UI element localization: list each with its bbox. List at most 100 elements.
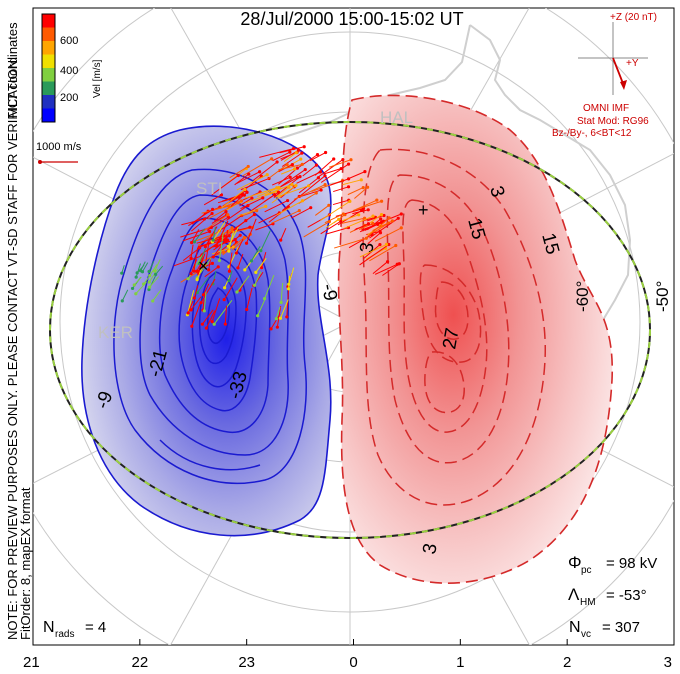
velocity-vector xyxy=(245,190,278,204)
velocity-vector xyxy=(359,243,387,258)
velocity-vector xyxy=(194,228,205,243)
velocity-vector xyxy=(224,274,231,288)
velocity-vector xyxy=(276,200,303,216)
vector-origin xyxy=(359,178,363,182)
velocity-vector xyxy=(303,221,330,238)
vector-origin xyxy=(300,162,304,166)
colorbar-segment xyxy=(42,41,55,55)
velocity-vector xyxy=(270,210,300,224)
lambda-hm-symbol: Λ xyxy=(568,585,580,604)
colorbar-segment xyxy=(42,108,55,123)
velocity-vector xyxy=(260,230,271,251)
velocity-vector xyxy=(230,191,248,207)
colorbar-tick-400: 400 xyxy=(60,65,78,77)
velocity-vector xyxy=(271,185,297,204)
velocity-vector xyxy=(135,281,147,295)
colorbar-tick-600: 600 xyxy=(60,35,78,47)
velocity-vector xyxy=(235,238,244,254)
velocity-vector xyxy=(254,271,262,286)
velocity-vector xyxy=(275,185,309,198)
velocity-vector xyxy=(352,200,382,212)
velocity-vector xyxy=(211,214,227,224)
velocity-vector xyxy=(193,285,199,299)
mlt-tick-label: 0 xyxy=(349,654,357,671)
velocity-vector xyxy=(234,173,250,186)
velocity-vector xyxy=(341,214,359,222)
velocity-vector xyxy=(382,263,400,276)
station-labels: HAL STI KER xyxy=(98,108,413,342)
mlt-tick-label: 21 xyxy=(23,654,40,671)
mlt-tick-label: 1 xyxy=(456,654,464,671)
reference-vector xyxy=(38,160,78,164)
velocity-vector xyxy=(374,227,402,242)
velocity-vector xyxy=(197,230,220,246)
velocity-vector xyxy=(218,232,224,261)
velocity-vector xyxy=(264,200,288,213)
velocity-vector xyxy=(309,152,326,162)
coordinates-note: MLT coordinates xyxy=(5,22,20,118)
velocity-vector xyxy=(228,252,233,272)
vector-origin xyxy=(227,269,232,273)
velocity-vector xyxy=(283,152,297,163)
velocity-vector xyxy=(373,222,389,233)
velocity-vector xyxy=(236,226,251,232)
velocity-vector xyxy=(314,204,330,216)
velocity-vector xyxy=(280,228,287,241)
velocity-vector xyxy=(181,218,205,226)
nvc-value: = 307 xyxy=(602,619,640,636)
velocity-vector xyxy=(201,309,214,325)
vector-origin xyxy=(192,269,196,273)
velocity-vector xyxy=(253,161,278,181)
velocity-vector xyxy=(196,263,204,280)
vector-origin xyxy=(192,296,196,300)
velocity-vector xyxy=(255,223,274,231)
velocity-vector xyxy=(272,151,291,162)
velocity-vector xyxy=(224,305,227,325)
velocity-vector xyxy=(325,218,340,229)
vector-origin xyxy=(319,188,323,192)
velocity-vector xyxy=(296,154,318,169)
velocity-vector xyxy=(236,171,260,184)
velocity-vector xyxy=(213,211,227,222)
velocity-vector xyxy=(367,232,381,245)
velocity-vector xyxy=(208,257,212,270)
velocity-vector xyxy=(201,205,229,214)
velocity-vector xyxy=(196,277,210,293)
velocity-vector xyxy=(278,163,303,171)
potential-min-marker: × xyxy=(198,256,209,276)
velocity-vector xyxy=(275,306,281,319)
velocity-vector xyxy=(237,205,266,217)
velocity-vector xyxy=(212,237,228,258)
mlt-tick-label: 23 xyxy=(238,654,255,671)
velocity-vector xyxy=(261,252,267,268)
velocity-vector xyxy=(358,222,374,230)
nrads-symbol: N xyxy=(43,619,55,636)
mlt-tick-label: 22 xyxy=(131,654,148,671)
velocity-vector xyxy=(316,159,344,179)
nrads-sub: rads xyxy=(55,629,74,640)
velocity-vector xyxy=(204,266,219,278)
mlt-axis: 21 22 23 0 1 2 3 xyxy=(23,639,675,671)
velocity-vector xyxy=(152,289,162,302)
colorbar-segment xyxy=(42,81,55,96)
nvc-symbol: N xyxy=(569,619,581,636)
velocity-vector xyxy=(229,165,249,179)
velocity-vector xyxy=(230,226,253,234)
velocity-vector xyxy=(205,310,216,329)
colorbar-segment xyxy=(42,68,55,82)
velocity-colorbar xyxy=(41,13,56,123)
imf-condition: Bz-/By-, 6<BT<12 xyxy=(552,128,632,139)
lambda-hm-sub: HM xyxy=(580,597,596,608)
velocity-vector xyxy=(324,168,342,175)
velocity-vector xyxy=(344,215,374,229)
velocity-vector xyxy=(291,207,311,219)
velocity-vector xyxy=(206,216,229,231)
velocity-vector xyxy=(273,176,301,199)
velocity-vector xyxy=(276,186,290,198)
velocity-vector xyxy=(207,202,239,220)
velocity-vector xyxy=(349,171,366,179)
contour-label: 3 xyxy=(356,241,379,255)
velocity-vector xyxy=(332,199,349,206)
velocity-vector xyxy=(320,220,341,235)
